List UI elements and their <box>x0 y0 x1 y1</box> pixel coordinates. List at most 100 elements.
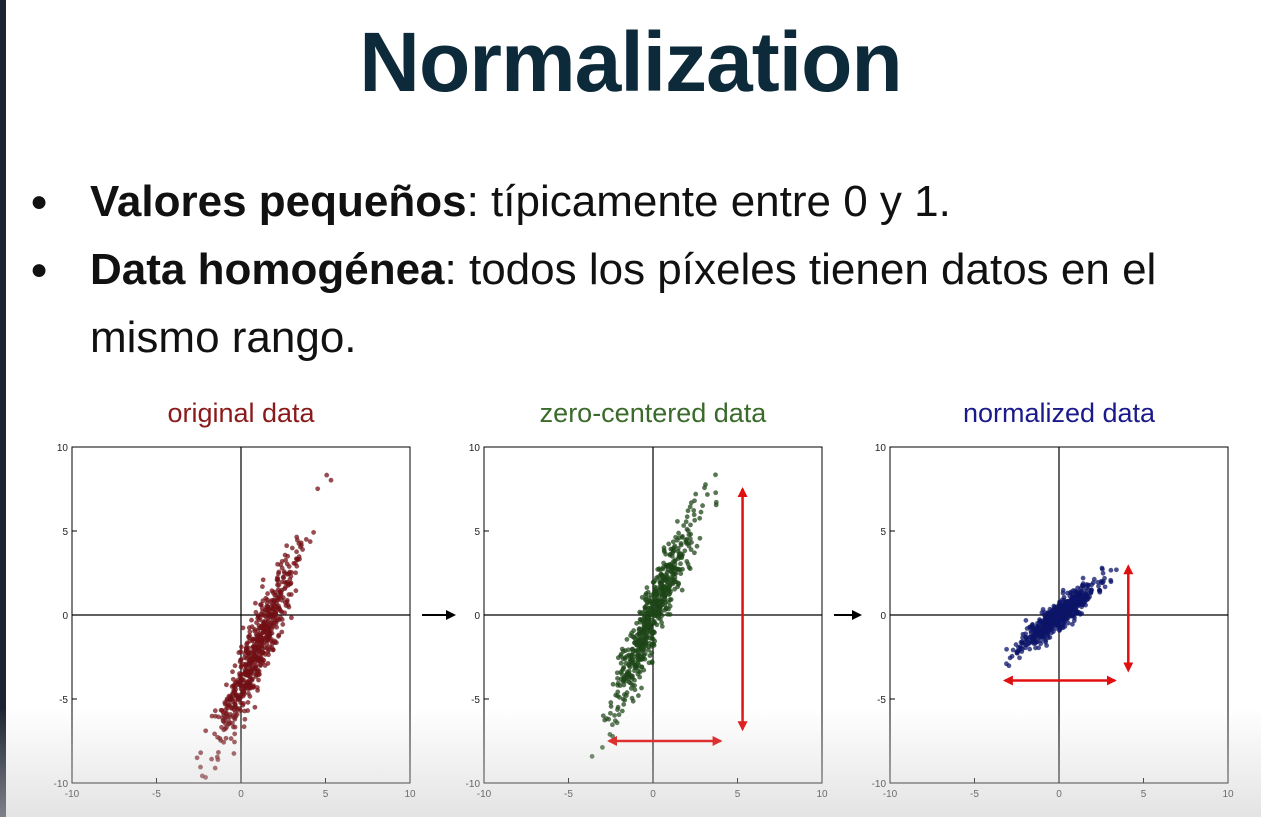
data-point <box>303 536 309 542</box>
data-point <box>676 581 682 587</box>
data-point <box>265 626 271 632</box>
data-point <box>233 705 239 711</box>
data-point <box>1036 634 1042 640</box>
data-point <box>1043 638 1049 644</box>
data-point <box>652 613 658 619</box>
data-point <box>256 622 262 628</box>
data-point <box>688 522 694 528</box>
data-point <box>697 515 703 521</box>
data-point <box>272 640 278 646</box>
data-point <box>231 751 237 757</box>
data-point <box>1057 609 1063 615</box>
data-point <box>1049 618 1055 624</box>
data-point <box>251 645 257 651</box>
data-point <box>283 584 289 590</box>
x-tick-label: 10 <box>816 789 828 800</box>
data-point <box>672 586 678 592</box>
data-point <box>662 596 668 602</box>
data-point <box>215 749 221 755</box>
data-point <box>246 633 252 639</box>
data-point <box>607 710 613 716</box>
data-point <box>661 549 667 555</box>
data-point <box>256 643 262 649</box>
data-point <box>231 739 237 745</box>
data-point <box>628 680 634 686</box>
data-point <box>609 722 615 728</box>
data-point <box>237 679 243 685</box>
data-point <box>275 616 281 622</box>
bullet-1-bold: Valores pequeños <box>90 177 467 226</box>
data-point <box>279 629 285 635</box>
data-point <box>282 610 288 616</box>
data-point <box>654 591 660 597</box>
data-point <box>1088 587 1094 593</box>
data-point <box>643 591 649 597</box>
data-point <box>1044 642 1050 648</box>
data-point <box>677 567 683 573</box>
x-tick-label: -5 <box>970 789 979 800</box>
data-point <box>246 625 252 631</box>
data-point <box>259 584 265 590</box>
data-point <box>1055 624 1061 630</box>
data-point <box>286 604 292 610</box>
data-point <box>271 602 277 608</box>
y-tick-label: 5 <box>62 527 68 538</box>
data-point <box>645 615 651 621</box>
x-tick-label: 5 <box>1141 789 1147 800</box>
x-tick-label: 0 <box>1056 789 1062 800</box>
data-point <box>665 611 671 617</box>
x-tick-label: 10 <box>1222 789 1234 800</box>
data-point <box>212 731 218 737</box>
data-point <box>222 701 228 707</box>
data-point <box>297 544 303 550</box>
data-point <box>634 620 640 626</box>
data-point <box>1065 620 1071 626</box>
data-point <box>1070 588 1076 594</box>
data-point <box>250 684 256 690</box>
data-point <box>1095 583 1101 589</box>
data-point <box>221 739 227 745</box>
data-point <box>1080 581 1086 587</box>
data-point <box>247 638 253 644</box>
data-point <box>700 503 706 509</box>
data-point <box>1061 594 1067 600</box>
data-point <box>624 636 630 642</box>
x-tick-label: -10 <box>65 789 80 800</box>
data-point <box>622 697 628 703</box>
data-point <box>278 589 284 595</box>
data-point <box>637 669 643 675</box>
data-point <box>294 549 300 555</box>
data-point <box>644 600 650 606</box>
scatter-points <box>589 472 719 759</box>
data-point <box>713 490 719 496</box>
data-point <box>656 588 662 594</box>
data-point <box>1007 655 1013 661</box>
data-point <box>1079 604 1085 610</box>
data-point <box>247 670 253 676</box>
data-point <box>1113 567 1119 573</box>
data-point <box>640 656 646 662</box>
data-point <box>1056 614 1062 620</box>
data-point <box>279 597 285 603</box>
y-tick-label: -5 <box>471 695 480 706</box>
data-point <box>650 636 656 642</box>
data-point <box>702 485 708 491</box>
slide-title: Normalization <box>359 15 902 109</box>
data-point <box>685 508 691 514</box>
data-point <box>228 736 234 742</box>
data-point <box>291 560 297 566</box>
data-point <box>1023 617 1029 623</box>
data-point <box>1043 618 1049 624</box>
data-point <box>242 684 248 690</box>
data-point <box>242 651 248 657</box>
data-point <box>688 547 694 553</box>
data-point <box>222 726 228 732</box>
y-tick-label: -10 <box>466 779 481 790</box>
data-point <box>615 707 621 713</box>
data-point <box>1003 661 1009 667</box>
data-point <box>654 585 660 591</box>
data-point <box>255 615 261 621</box>
data-point <box>615 675 621 681</box>
data-point <box>632 662 638 668</box>
data-point <box>654 575 660 581</box>
